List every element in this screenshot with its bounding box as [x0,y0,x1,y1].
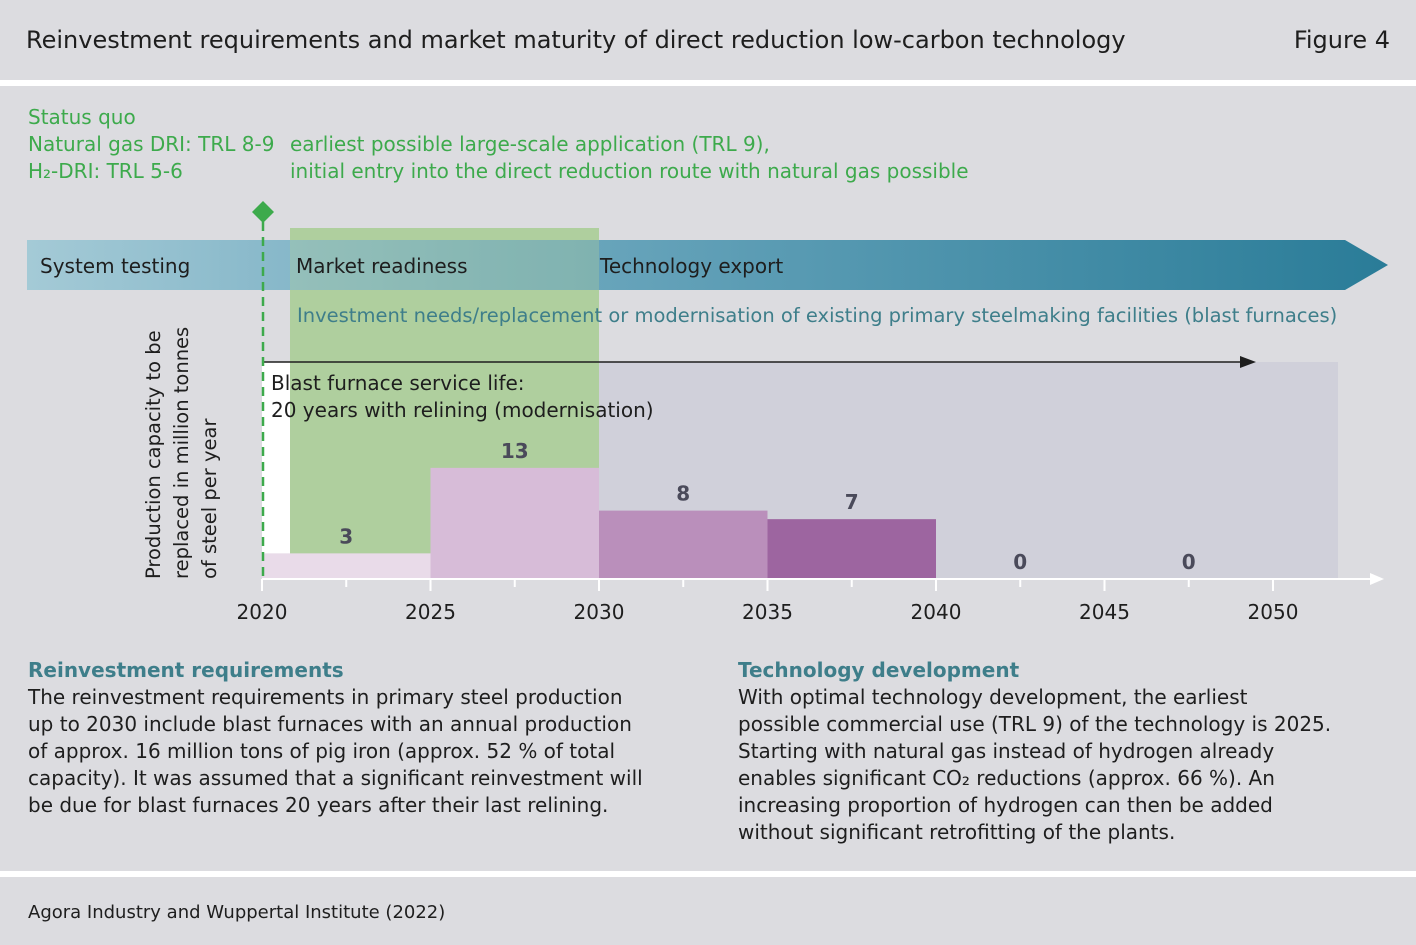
x-tick-label-2025: 2025 [405,600,456,624]
market-band-arrow-overlay [290,240,599,290]
bar-2030-2035 [599,510,768,579]
x-axis-arrow-head [1370,573,1384,585]
figure-title: Reinvestment requirements and market mat… [26,26,1126,54]
bar-value-label-2030-2035: 8 [676,482,690,506]
technology-line-1: With optimal technology development, the… [738,685,1248,709]
service-life-line1: Blast furnace service life: [271,371,525,395]
technology-section: Technology development With optimal tech… [738,657,1331,846]
reinvestment-heading: Reinvestment requirements [28,658,344,682]
reinvestment-line-5: be due for blast furnaces 20 years after… [28,793,609,817]
figure-number: Figure 4 [1293,26,1390,54]
status-h2-dri: H₂-DRI: TRL 5-6 [28,159,183,183]
bar-value-label-2035-2040: 7 [845,490,859,514]
y-axis-label: Production capacity to be replaced in mi… [142,327,221,579]
bar-value-label-2040-2045: 0 [1013,550,1027,574]
timeline-chart: System testing Market readiness Technolo… [27,201,1388,624]
phase-market-readiness: Market readiness [296,254,468,278]
phase-system-testing: System testing [40,254,190,278]
status-ng-dri: Natural gas DRI: TRL 8-9 [28,132,275,156]
bar-value-label-2045-2050: 0 [1182,550,1196,574]
reinvestment-line-4: capacity). It was assumed that a signifi… [28,766,643,790]
investment-note: Investment needs/replacement or modernis… [297,304,1337,327]
status-note-line1: earliest possible large-scale applicatio… [290,132,770,156]
technology-line-2: possible commercial use (TRL 9) of the t… [738,712,1332,736]
x-ticks-group: 2020 2025 2030 2035 2040 2045 2050 [237,579,1299,624]
technology-line-5: increasing proportion of hydrogen can th… [738,793,1273,817]
y-label-line1: Production capacity to be [142,330,165,579]
x-tick-label-2045: 2045 [1079,600,1130,624]
footer-divider [0,871,1416,877]
y-label-line2: replaced in million tonnes [170,327,193,579]
status-note-block: earliest possible large-scale applicatio… [290,131,969,185]
x-tick-label-2050: 2050 [1248,600,1299,624]
bars-group: 3 13 8 7 0 0 [262,439,1196,579]
technology-line-6: without significant retrofitting of the … [738,820,1176,844]
bar-2035-2040 [767,519,936,579]
y-label-line3: of steel per year [198,418,221,579]
technology-line-4: enables significant CO₂ reductions (appr… [738,766,1275,790]
phase-technology-export: Technology export [599,254,783,278]
reinvestment-line-2: up to 2030 include blast furnaces with a… [28,712,632,736]
technology-heading: Technology development [738,658,1020,682]
x-tick-label-2030: 2030 [574,600,625,624]
status-note-line2: initial entry into the direct reduction … [290,159,969,183]
status-heading: Status quo [28,105,136,129]
status-quo-diamond [252,201,274,223]
reinvestment-line-3: of approx. 16 million tons of pig iron (… [28,739,616,763]
status-quo-block: Status quo Natural gas DRI: TRL 8-9 H₂-D… [28,104,274,185]
bar-value-label-2020-2025: 3 [339,524,353,548]
reinvestment-line-1: The reinvestment requirements in primary… [28,685,623,709]
pre-market-area [262,362,290,579]
x-tick-label-2040: 2040 [911,600,962,624]
bar-2025-2030 [430,467,599,579]
x-tick-label-2020: 2020 [237,600,288,624]
service-life-arrow-head [1240,356,1256,368]
bar-2020-2025 [262,553,431,579]
service-life-line2: 20 years with relining (modernisation) [271,398,654,422]
reinvestment-section: Reinvestment requirements The reinvestme… [28,657,643,819]
bar-value-label-2025-2030: 13 [501,439,529,463]
source-note: Agora Industry and Wuppertal Institute (… [28,902,446,923]
technology-line-3: Starting with natural gas instead of hyd… [738,739,1275,763]
phase-arrow [27,240,1388,290]
x-tick-label-2035: 2035 [742,600,793,624]
header-bar: Reinvestment requirements and market mat… [0,0,1416,86]
